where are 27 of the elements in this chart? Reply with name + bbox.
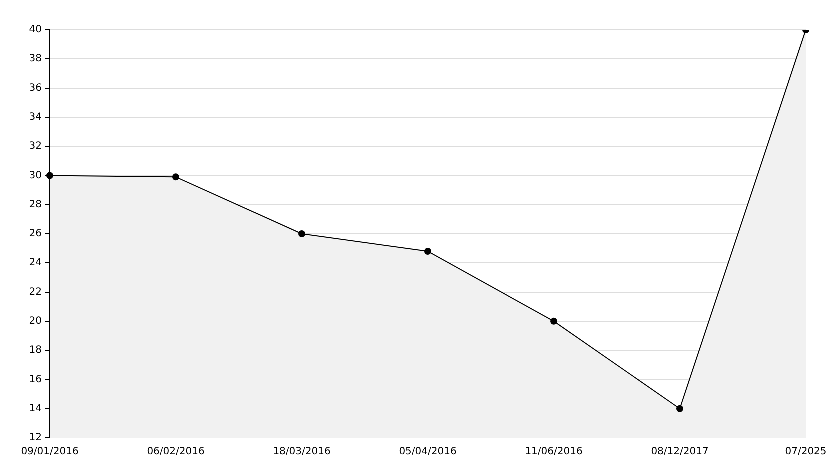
y-tick-label: 16	[29, 374, 42, 386]
point	[676, 405, 684, 412]
y-tick-label: 24	[29, 258, 42, 269]
x-tick-label: 05/04/2016	[399, 446, 457, 458]
y-tick-label: 34	[29, 112, 42, 124]
y-tick-label: 18	[29, 345, 42, 356]
y-tick-label: 28	[29, 199, 42, 210]
y-tick-label: 26	[29, 228, 42, 240]
x-tick-label: 11/06/2016	[525, 446, 583, 458]
x-tick-label: 07/2025	[785, 446, 827, 458]
point	[298, 230, 306, 238]
y-tick-label: 14	[29, 403, 42, 414]
y-tick-label: 36	[29, 82, 42, 94]
y-tick-label: 30	[29, 170, 42, 182]
y-tick-label: 12	[29, 432, 42, 444]
x-tick-label: 08/12/2017	[651, 446, 709, 458]
y-tick-label: 32	[29, 141, 42, 152]
x-tick-label: 09/01/2016	[21, 446, 79, 458]
y-tick-label: 40	[29, 24, 42, 36]
y-tick-label: 22	[29, 286, 42, 298]
point	[424, 248, 432, 255]
y-tick-label: 38	[29, 54, 42, 65]
y-tick-label: 20	[29, 316, 42, 328]
x-tick-label: 06/02/2016	[147, 446, 205, 458]
point	[172, 174, 180, 181]
x-tick-label: 18/03/2016	[273, 446, 331, 458]
point	[550, 318, 558, 325]
